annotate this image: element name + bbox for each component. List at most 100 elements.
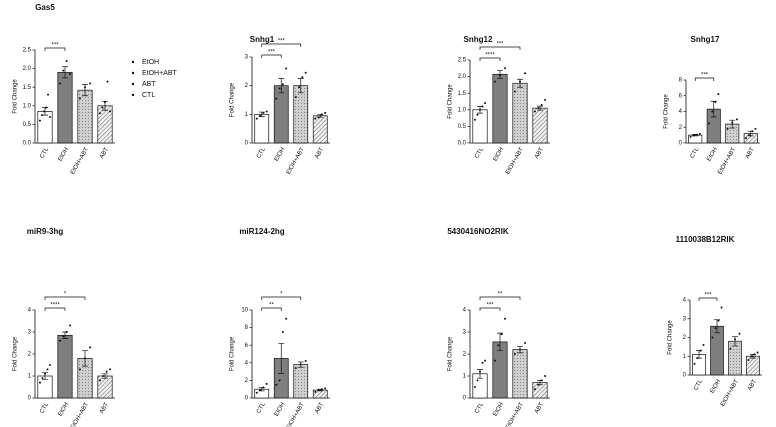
y-tick-label: 2.0 — [458, 74, 467, 80]
data-point — [255, 391, 258, 394]
x-tick-label: CTL — [474, 401, 485, 414]
data-point — [89, 82, 92, 85]
y-tick-label: 4 — [28, 308, 32, 314]
chart-title: Snhg1 — [250, 35, 275, 44]
data-point — [38, 119, 41, 122]
data-point — [711, 110, 714, 113]
data-point — [692, 134, 695, 137]
data-point — [89, 346, 92, 349]
y-axis-label: Fold Change — [668, 320, 674, 355]
chart-title: Snhg12 — [464, 35, 493, 44]
data-point — [46, 368, 49, 371]
x-tick-label: EtOH+ABT — [70, 402, 90, 427]
y-tick-label: 2.5 — [458, 58, 467, 64]
data-point — [720, 306, 723, 309]
data-point — [696, 357, 699, 360]
data-point — [717, 319, 720, 322]
data-point — [304, 360, 307, 363]
bar — [728, 340, 742, 376]
y-axis-label: Fold Change — [230, 82, 236, 117]
significance-bracket — [44, 296, 86, 300]
data-point — [324, 111, 327, 114]
data-point — [278, 87, 281, 90]
data-point — [540, 103, 543, 106]
error-bar — [714, 319, 720, 334]
data-point — [479, 370, 481, 373]
data-point — [320, 113, 323, 116]
data-point — [504, 317, 507, 320]
error-bar — [297, 78, 304, 94]
significance-label: *** — [278, 39, 286, 45]
significance-label: * — [64, 292, 67, 298]
bar — [57, 334, 73, 399]
significance-bracket — [479, 307, 501, 311]
data-point — [294, 96, 297, 99]
data-point — [519, 80, 521, 83]
data-point — [750, 355, 753, 358]
data-point — [479, 108, 481, 111]
significance-bracket — [479, 46, 521, 50]
legend-marker — [131, 82, 135, 86]
data-point — [69, 324, 72, 327]
data-point — [481, 105, 484, 108]
data-point — [265, 110, 268, 113]
data-point — [47, 93, 50, 96]
data-point — [500, 333, 503, 336]
significance-bracket — [44, 47, 66, 51]
y-axis-label: Fold Change — [13, 79, 19, 114]
data-point — [693, 362, 696, 365]
y-tick-label: 1.0 — [458, 107, 467, 113]
data-point — [285, 67, 288, 70]
data-point — [738, 332, 741, 335]
data-point — [476, 379, 479, 382]
legend-label: EtOH — [142, 59, 159, 66]
x-tick-label: ABT — [534, 147, 545, 160]
data-point — [106, 80, 109, 83]
data-point — [493, 80, 496, 83]
data-point — [499, 73, 501, 76]
data-point — [104, 101, 106, 104]
significance-bracket — [698, 297, 718, 301]
data-point — [294, 367, 297, 370]
y-tick-label: 1.5 — [458, 91, 467, 97]
error-bar — [537, 105, 543, 111]
panel: miR124-2hg Fold Change 0 2 4 6 8 10 CTL EtOH EtOH+… — [230, 227, 330, 427]
data-point — [102, 375, 105, 377]
y-tick-label: 1 — [245, 112, 249, 118]
bar — [512, 349, 528, 399]
significance-label: **** — [485, 53, 495, 59]
data-point — [255, 117, 258, 120]
data-point — [320, 388, 323, 391]
data-point — [109, 368, 112, 371]
data-point — [533, 110, 536, 113]
x-tick-label: CTL — [39, 401, 50, 414]
data-point — [756, 351, 759, 354]
y-tick-label: 0.5 — [23, 122, 32, 128]
y-tick-label: 1.5 — [23, 85, 32, 91]
data-point — [524, 72, 527, 75]
data-point — [493, 359, 496, 362]
data-point — [481, 361, 484, 364]
data-point — [84, 86, 86, 89]
x-tick-label: EtOH — [274, 402, 287, 418]
x-tick-label: CTL — [256, 401, 267, 414]
data-point — [699, 349, 702, 352]
y-tick-label: 4 — [463, 308, 467, 314]
legend-marker — [131, 93, 135, 97]
significance-bracket — [261, 54, 282, 58]
y-tick-label: 0 — [683, 373, 687, 379]
y-tick-label: 1.0 — [23, 103, 32, 109]
significance-label: *** — [268, 50, 276, 56]
y-tick-label: 2 — [28, 352, 32, 358]
error-bar — [278, 343, 285, 374]
y-axis-label: Fold Change — [230, 336, 236, 371]
data-point — [754, 127, 757, 130]
data-point — [42, 110, 45, 113]
error-bar — [278, 78, 285, 94]
x-tick-label: CTL — [693, 378, 704, 391]
significance-label: *** — [496, 42, 504, 48]
legend-marker — [131, 60, 135, 64]
y-tick-label: 6 — [679, 93, 683, 99]
data-point — [298, 86, 301, 89]
